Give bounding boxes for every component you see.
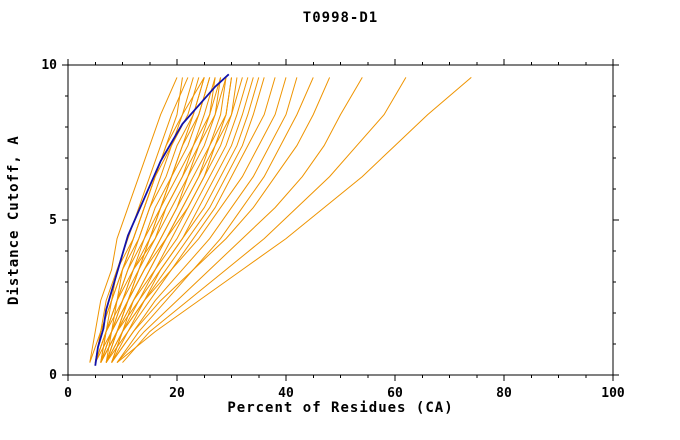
model-curve-model-29 xyxy=(122,77,407,363)
highlighted-curve xyxy=(94,73,230,366)
model-curve-model-19 xyxy=(105,77,249,363)
x-tick-label: 100 xyxy=(601,386,625,401)
model-curve-model-07 xyxy=(100,77,211,363)
model-curve-model-10 xyxy=(105,77,216,363)
model-curve-model-20 xyxy=(111,77,254,363)
model-curve-model-30 xyxy=(116,77,472,363)
x-tick-label: 20 xyxy=(169,386,185,401)
x-tick-label: 0 xyxy=(64,386,72,401)
x-tick-label: 40 xyxy=(278,386,294,401)
y-tick-label: 0 xyxy=(49,368,57,383)
y-tick-label: 5 xyxy=(49,213,57,228)
model-curve-model-16 xyxy=(94,77,232,363)
model-curve-model-01 xyxy=(89,77,178,363)
model-curve-model-32 xyxy=(100,77,183,363)
model-curve-model-25 xyxy=(111,77,298,363)
model-curve-model-18 xyxy=(100,77,243,363)
model-curve-model-31 xyxy=(105,77,205,363)
model-curve-model-21 xyxy=(100,77,260,363)
model-curve-model-28 xyxy=(116,77,363,363)
model-curve-model-27 xyxy=(111,77,331,363)
model-curve-model-22 xyxy=(105,77,265,363)
chart-title: T0998-D1 xyxy=(302,10,379,26)
model-curve-model-24 xyxy=(105,77,287,363)
y-tick-label: 10 xyxy=(41,58,57,73)
x-tick-label: 80 xyxy=(496,386,512,401)
model-curve-model-23 xyxy=(111,77,276,363)
x-tick-label: 60 xyxy=(387,386,403,401)
x-axis-label: Percent of Residues (CA) xyxy=(227,400,454,416)
model-curve-model-26 xyxy=(116,77,314,363)
plot-frame xyxy=(67,64,614,376)
model-curve-model-11 xyxy=(94,77,222,363)
